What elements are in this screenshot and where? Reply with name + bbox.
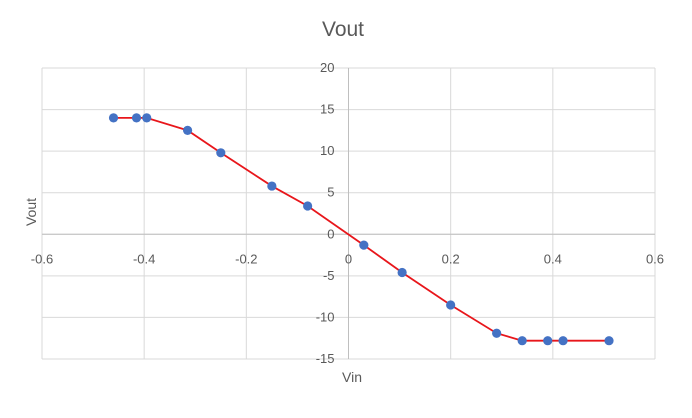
y-tick-label-1: -10 [316, 309, 335, 324]
x-tick-label-5: 0.4 [544, 251, 562, 266]
y-tick-label-6: 15 [320, 102, 334, 117]
data-point-9 [446, 300, 456, 310]
x-tick-label-4: 0.2 [442, 251, 460, 266]
x-tick-label-2: -0.2 [235, 251, 257, 266]
y-tick-label-4: 5 [327, 185, 334, 200]
data-point-12 [543, 336, 553, 346]
data-point-0 [108, 113, 119, 123]
data-point-2 [142, 113, 152, 123]
data-point-8 [397, 267, 407, 278]
y-tick-label-7: 20 [320, 60, 334, 75]
series-layer [108, 113, 614, 346]
x-tick-label-6: 0.6 [646, 251, 664, 266]
data-point-10 [492, 328, 502, 338]
x-axis-label: Vin [342, 369, 362, 385]
y-tick-label-5: 10 [320, 143, 334, 158]
y-tick-label-0: -15 [316, 351, 335, 366]
data-point-7 [359, 240, 369, 250]
data-point-3 [182, 125, 193, 135]
data-point-11 [517, 336, 527, 346]
x-tick-label-3: 0 [345, 251, 352, 266]
x-tick-label-1: -0.4 [133, 251, 155, 266]
tick-labels: -0.6 -0.4 -0.2 0 0.2 0.4 0.6 -15 -10 -5 0 5 10 15 20 [31, 60, 664, 366]
data-point-14 [604, 336, 614, 346]
chart-title: Vout [322, 18, 364, 41]
axis-layer [42, 68, 655, 359]
y-axis-label: Vout [23, 198, 39, 226]
data-point-13 [558, 336, 568, 346]
data-point-1 [131, 113, 142, 123]
data-point-4 [216, 148, 226, 158]
x-tick-label-0: -0.6 [31, 251, 53, 266]
data-point-6 [303, 201, 313, 211]
data-point-5 [267, 181, 277, 191]
y-tick-label-2: -5 [323, 268, 335, 283]
y-tick-label-3: 0 [327, 226, 334, 241]
